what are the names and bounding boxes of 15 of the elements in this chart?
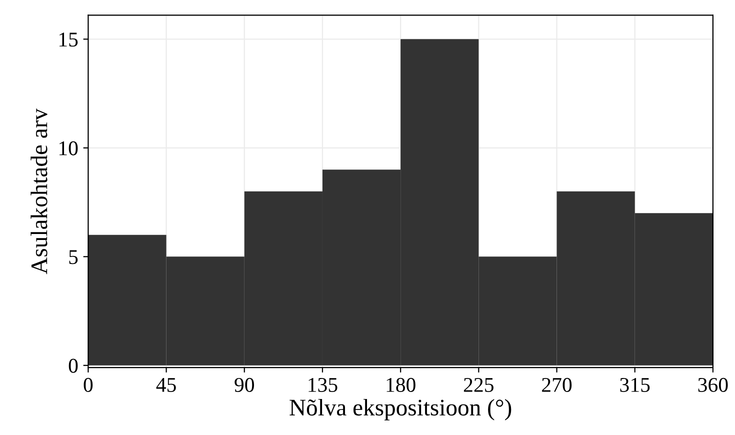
- x-tick-label: 0: [84, 378, 93, 392]
- x-tick-label: 45: [156, 378, 176, 392]
- x-axis-title: Nõlva ekspositsioon (°): [290, 398, 512, 420]
- y-tick-label: 15: [59, 32, 78, 47]
- y-tick-label: 5: [69, 250, 78, 264]
- y-tick-label: 10: [59, 141, 78, 156]
- x-tick-label: 315: [620, 378, 650, 392]
- x-tick-label: 225: [464, 378, 494, 392]
- x-tick-label: 360: [698, 378, 728, 392]
- x-tick-label: 180: [386, 378, 416, 392]
- y-axis-title: Asulakohtade arv: [30, 108, 48, 274]
- y-tick-label: 0: [68, 358, 78, 373]
- x-tick-label: 135: [308, 378, 338, 392]
- x-tick-label: 90: [234, 378, 254, 392]
- x-tick-label: 270: [542, 378, 572, 392]
